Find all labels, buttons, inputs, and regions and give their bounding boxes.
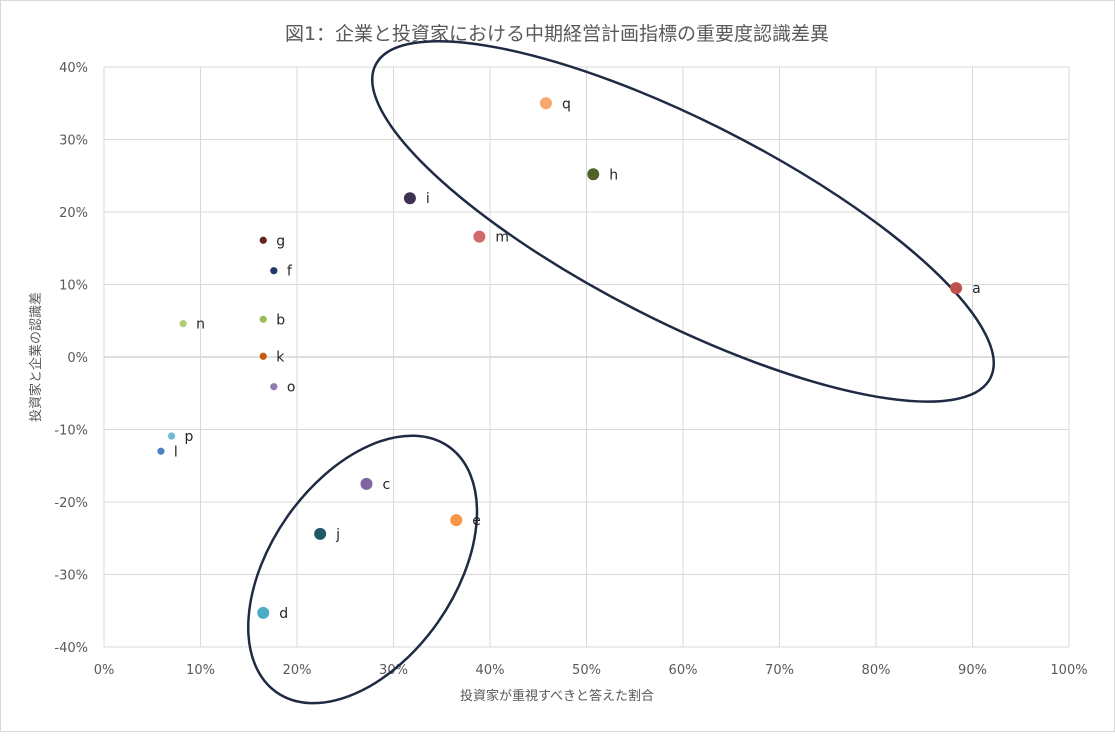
data-label: j — [335, 527, 340, 543]
data-label: n — [196, 317, 205, 333]
data-label: q — [562, 96, 571, 112]
highlight-ellipses — [246, 39, 995, 705]
x-tick-label: 20% — [283, 663, 312, 678]
data-point-k — [259, 352, 267, 360]
highlight-ellipse — [246, 434, 479, 705]
y-axis-ticks: 40% 30% 20% 10% 0% -10% -20% -30% -40% — [54, 61, 88, 656]
x-tick-label: 10% — [186, 663, 215, 678]
data-point-o — [270, 383, 278, 391]
data-point-n — [179, 320, 187, 328]
data-label: i — [426, 191, 430, 207]
data-label: m — [495, 230, 509, 246]
data-label: h — [609, 167, 618, 183]
data-points: a b c d e fg h i j k l m n o p q — [157, 96, 981, 622]
y-tick-label: -10% — [54, 424, 88, 439]
x-tick-label: 0% — [94, 663, 115, 678]
data-label: c — [382, 477, 390, 493]
x-tick-label: 50% — [572, 663, 601, 678]
data-point-m — [473, 230, 486, 243]
data-point-i — [403, 192, 416, 205]
x-tick-label: 80% — [862, 663, 891, 678]
data-label: a — [972, 281, 981, 297]
data-point-b — [259, 315, 267, 323]
data-label: o — [287, 380, 296, 396]
data-label: b — [276, 312, 285, 328]
y-tick-label: 40% — [59, 61, 88, 76]
data-point-l — [157, 447, 165, 455]
data-label: p — [185, 429, 194, 445]
x-tick-label: 70% — [765, 663, 794, 678]
y-tick-label: 0% — [67, 351, 88, 366]
data-point-f — [270, 267, 278, 275]
y-tick-label: -30% — [54, 569, 88, 584]
data-label: e — [472, 513, 481, 529]
y-tick-label: 20% — [59, 206, 88, 221]
data-point-q — [539, 97, 552, 110]
x-tick-label: 60% — [669, 663, 698, 678]
data-point-g — [259, 236, 267, 244]
y-tick-label: -40% — [54, 641, 88, 656]
y-tick-label: 10% — [59, 279, 88, 294]
data-point-j — [314, 527, 327, 540]
x-tick-label: 40% — [476, 663, 505, 678]
data-point-p — [167, 432, 176, 440]
data-label: k — [276, 349, 285, 365]
gridlines — [103, 66, 1070, 648]
data-point-d — [257, 606, 270, 619]
data-label: d — [279, 606, 288, 622]
y-tick-label: 30% — [59, 134, 88, 149]
x-axis-label: 投資家が重視すべきと答えた割合 — [460, 688, 654, 704]
data-label: f — [287, 264, 293, 280]
x-tick-label: 90% — [958, 663, 987, 678]
data-point-h — [587, 168, 600, 181]
x-tick-label: 100% — [1050, 663, 1087, 678]
y-axis-label: 投資家と企業の認識差 — [28, 292, 44, 422]
data-point-a — [950, 282, 963, 295]
data-point-e — [450, 514, 463, 527]
highlight-ellipse — [371, 39, 995, 403]
data-label: l — [174, 444, 178, 460]
data-label: g — [276, 233, 285, 249]
chart-title: 図1：企業と投資家における中期経営計画指標の重要度認識差異 — [285, 23, 829, 45]
y-tick-label: -20% — [54, 496, 88, 511]
data-point-c — [360, 477, 373, 490]
